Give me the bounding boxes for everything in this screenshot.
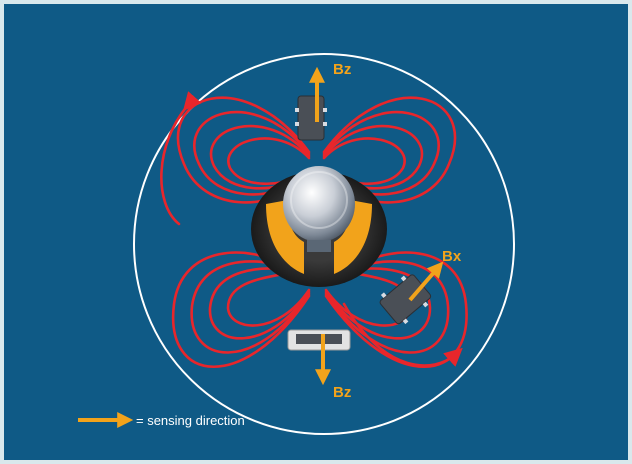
diagram-frame: Bz Bz Bx = sensing direction [4, 4, 628, 460]
sensor-chip-top [295, 95, 327, 141]
bz-top-label: Bz [333, 61, 352, 78]
magnet-cylinder [283, 166, 355, 252]
arrow-icon-bx [408, 261, 444, 302]
sensor-chip-bottom [287, 329, 351, 351]
bx-label: Bx [442, 248, 462, 265]
magnetic-field-lines [160, 91, 468, 368]
diagram-canvas [78, 53, 515, 435]
legend-label: = sensing direction [136, 413, 245, 428]
bz-bottom-label: Bz [333, 384, 352, 401]
sensing-circle [133, 53, 515, 435]
